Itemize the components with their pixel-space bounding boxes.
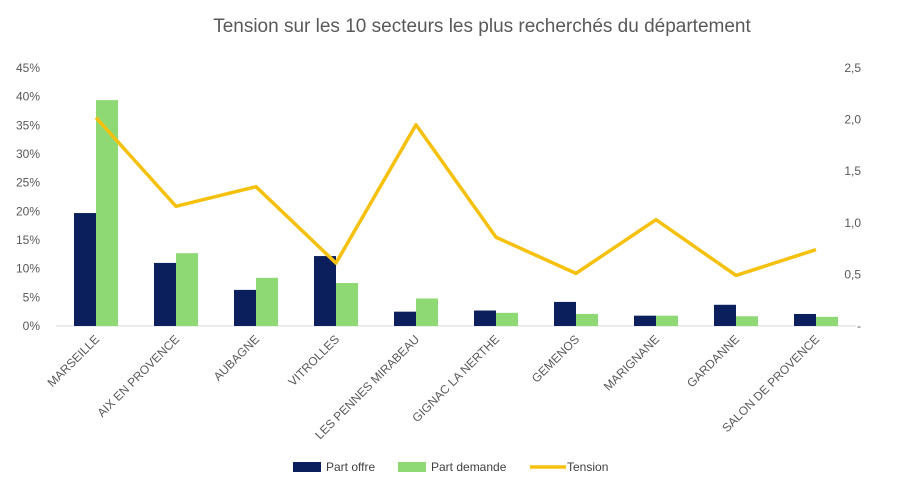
bar-part-demande [816,316,838,326]
category-label: GEMENOS [529,332,582,385]
category-label: GIGNAC LA NERTHE [409,332,502,425]
bar-part-demande [576,313,598,326]
bar-part-offre [234,289,256,326]
bar-part-demande [736,316,758,326]
y-left-tick-label: 15% [16,233,40,247]
bar-part-demande [96,100,118,327]
category-label: VITROLLES [286,332,343,389]
bar-part-demande [496,312,518,326]
line-tension [94,116,817,278]
legend-label: Part offre [326,460,375,474]
chart-title: Tension sur les 10 secteurs les plus rec… [213,16,751,37]
y-right-tick-label: - [857,319,861,333]
legend-label: Tension [567,460,608,474]
legend-swatch [293,462,321,472]
tension-line-group [94,116,817,278]
bar-part-offre [154,262,176,326]
y-right-tick-label: 1,0 [844,216,861,230]
bar-part-offre [554,301,576,326]
bar-part-offre [314,256,336,326]
y-left-tick-label: 25% [16,176,40,190]
y-right-tick-label: 2,0 [844,113,861,127]
bar-part-demande [176,253,198,326]
bar-part-demande [256,277,278,326]
y-left-tick-label: 30% [16,147,40,161]
legend-label: Part demande [431,460,507,474]
bar-part-offre [394,311,416,326]
bar-part-demande [336,283,358,326]
y-left-tick-label: 40% [16,90,40,104]
category-label: AUBAGNE [211,332,262,383]
y-left-tick-label: 5% [23,290,41,304]
category-label: AIX EN PROVENCE [94,332,182,420]
y-right-tick-label: 1,5 [844,164,861,178]
legend-swatch [398,462,426,472]
category-label: MARSEILLE [45,332,103,390]
bar-part-offre [714,304,736,326]
y-right-tick-label: 0,5 [844,267,861,281]
bar-part-offre [634,315,656,326]
y-left-tick-label: 35% [16,118,40,132]
bar-part-demande [656,315,678,326]
y-left-tick-label: 0% [23,319,41,333]
y-left-tick-label: 10% [16,262,40,276]
category-label: GARDANNE [684,332,742,390]
left-axis: 0% 5% 10% 15% 20% 25% 30% 35% 40% 45% [16,61,40,333]
bar-part-offre [74,213,96,326]
bar-part-demande [416,298,438,326]
bar-part-offre [794,313,816,326]
y-left-tick-label: 20% [16,204,40,218]
y-left-tick-label: 45% [16,61,40,75]
y-right-tick-label: 2,5 [844,61,861,75]
bars-group [74,100,838,327]
bar-part-offre [474,310,496,326]
right-axis: - 0,5 1,0 1,5 2,0 2,5 [844,61,861,333]
category-label: MARIGNANE [601,332,662,393]
legend: Part offre Part demande Tension [293,460,608,474]
